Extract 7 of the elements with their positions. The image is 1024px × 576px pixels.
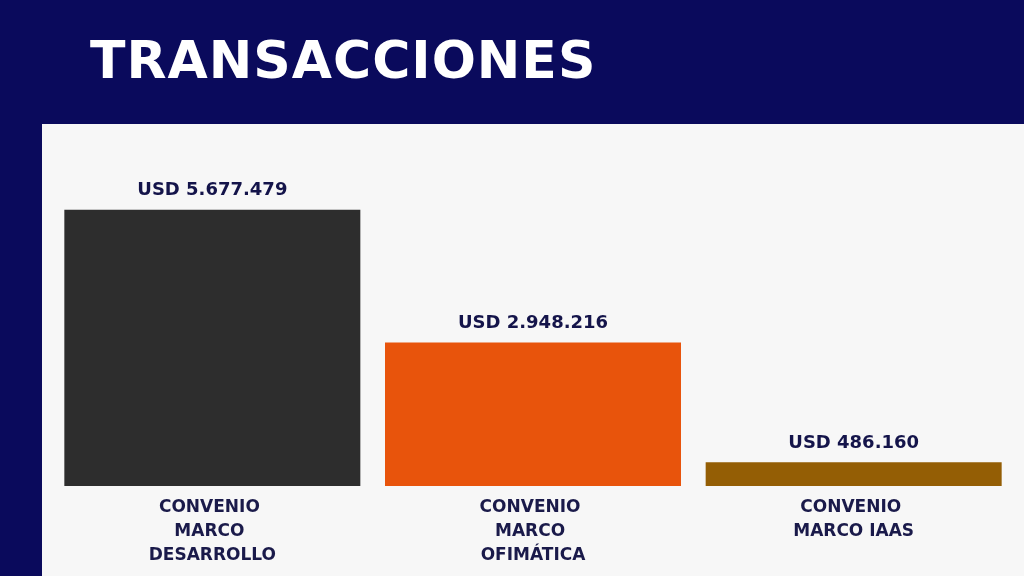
data-label: USD 2.948.216	[457, 311, 609, 333]
chart-title: TRANSACCIONES	[90, 30, 597, 90]
data-label: USD 486.160	[788, 430, 920, 452]
x-tick-label: CONVENIO MARCO DESARROLLO	[148, 496, 276, 564]
x-tick-label: CONVENIO MARCO OFIMÁTICA	[479, 496, 587, 564]
x-tick-label: CONVENIO MARCO IAAS	[793, 496, 915, 540]
data-label: USD 5.677.479	[137, 178, 288, 200]
